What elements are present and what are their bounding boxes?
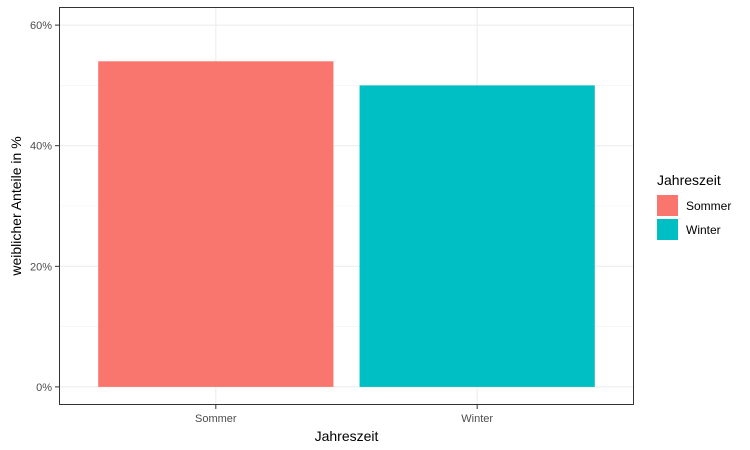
legend-title: Jahreszeit (657, 172, 721, 188)
bar-sommer (98, 61, 334, 387)
y-axis: 0% 20% 40% 60% (30, 20, 59, 394)
bar-winter (359, 85, 595, 387)
legend-label: Winter (686, 223, 721, 237)
legend-key-sommer (657, 195, 678, 216)
legend: Jahreszeit Sommer Winter (657, 172, 731, 240)
x-tick-label: Winter (461, 413, 493, 425)
bars (98, 61, 595, 387)
x-axis-title: Jahreszeit (315, 428, 379, 444)
x-axis: Sommer Winter (195, 405, 493, 425)
y-tick-label: 20% (30, 261, 52, 273)
x-tick-label: Sommer (195, 413, 237, 425)
y-tick-label: 40% (30, 141, 52, 153)
y-axis-title: weiblicher Anteile in % (8, 136, 24, 276)
legend-key-winter (657, 219, 678, 240)
plot-border (59, 7, 634, 405)
y-tick-label: 60% (30, 20, 52, 32)
y-tick-label: 0% (36, 382, 52, 394)
legend-label: Sommer (686, 199, 731, 213)
